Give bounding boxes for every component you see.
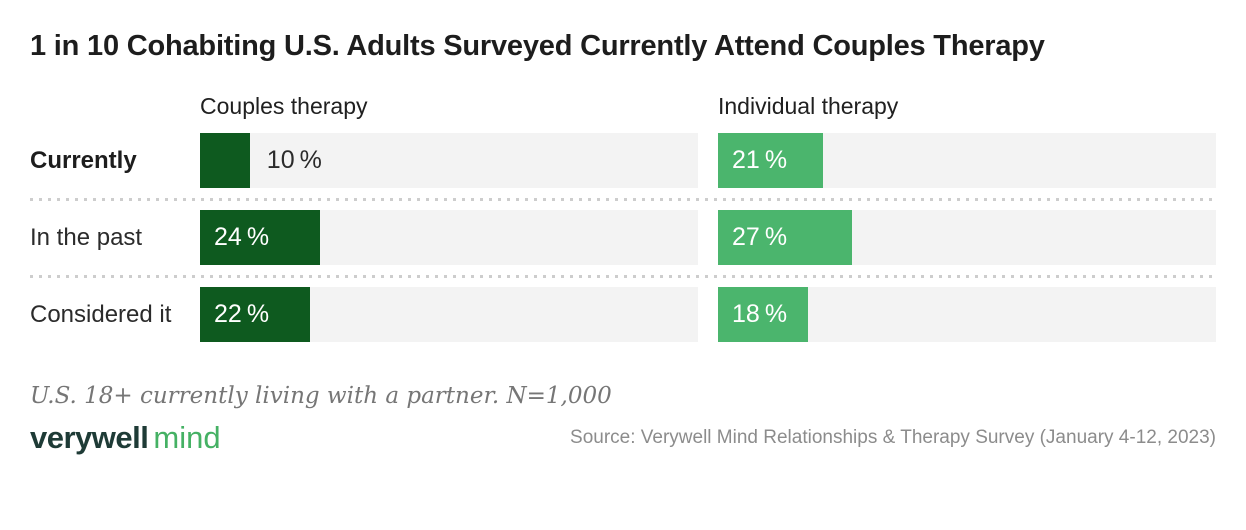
logo-text-mind: mind <box>153 420 221 455</box>
bar-track-couples-considered: 22 % <box>200 287 698 342</box>
verywell-mind-logo: verywell mind <box>30 420 221 456</box>
bar-value-label: 10 % <box>266 146 322 174</box>
bar-couples-currently: 10 % <box>200 133 322 188</box>
bar-individual-currently: 21 % <box>718 133 823 188</box>
footnote: U.S. 18+ currently living with a partner… <box>30 383 612 409</box>
bar-value-label: 22 % <box>214 300 270 328</box>
bar-track-individual-past: 27 % <box>718 210 1216 265</box>
column-header-couples-therapy: Couples therapy <box>200 93 368 119</box>
bar-couples-past: 24 % <box>200 210 320 265</box>
row-label-in-the-past: In the past <box>30 223 143 251</box>
chart-row-in-the-past: In the past 24 % 27 % <box>30 210 1216 265</box>
bar-value-label: 21 % <box>732 146 788 174</box>
footer: verywell mind Source: Verywell Mind Relat… <box>30 420 1216 456</box>
bar-value-label: 27 % <box>732 223 788 251</box>
chart-row-currently: Currently 10 % 21 % <box>30 133 1216 188</box>
bar-value-label: 24 % <box>214 223 270 251</box>
column-header-row: Couples therapy Individual therapy <box>30 93 1216 133</box>
row-label-considered-it: Considered it <box>30 300 172 328</box>
therapy-attendance-chart: Couples therapy Individual therapy Curre… <box>30 93 1216 342</box>
dotted-divider <box>30 275 1216 278</box>
bar-track-individual-currently: 21 % <box>718 133 1216 188</box>
source-attribution: Source: Verywell Mind Relationships & Th… <box>570 427 1216 448</box>
bar-track-couples-currently: 10 % <box>200 133 698 188</box>
dotted-divider <box>30 198 1216 201</box>
column-header-individual-therapy: Individual therapy <box>718 93 899 119</box>
bar-track-couples-past: 24 % <box>200 210 698 265</box>
page-title: 1 in 10 Cohabiting U.S. Adults Surveyed … <box>30 30 1045 62</box>
bar-couples-considered: 22 % <box>200 287 310 342</box>
bar-value-label: 18 % <box>732 300 788 328</box>
row-label-currently: Currently <box>30 146 137 174</box>
bar-track-individual-considered: 18 % <box>718 287 1216 342</box>
bar-individual-considered: 18 % <box>718 287 808 342</box>
logo-text-verywell: verywell <box>30 420 149 455</box>
chart-row-considered-it: Considered it 22 % 18 % <box>30 287 1216 342</box>
infographic: 1 in 10 Cohabiting U.S. Adults Surveyed … <box>0 24 1246 456</box>
bar-individual-past: 27 % <box>718 210 853 265</box>
